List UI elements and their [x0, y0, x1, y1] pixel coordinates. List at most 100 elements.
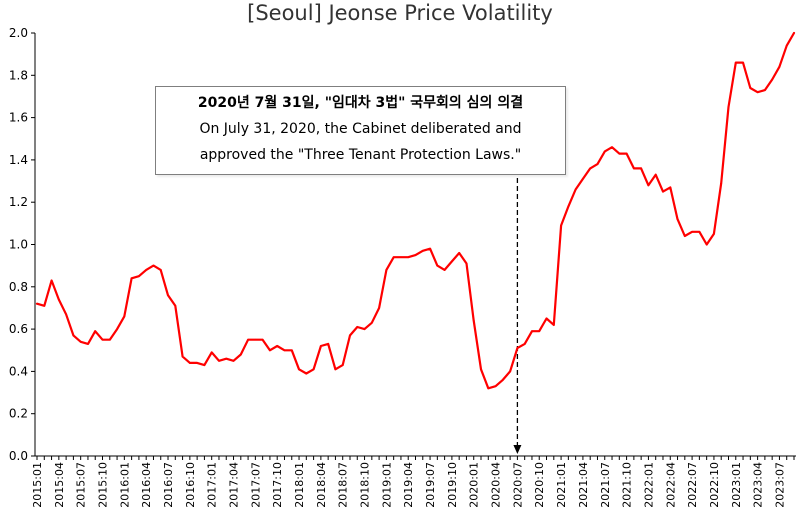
data-point [458, 252, 460, 254]
data-point [502, 379, 504, 381]
data-point [414, 254, 417, 256]
data-point [756, 91, 759, 94]
x-tick-label: 2020:07 [511, 462, 524, 508]
annotation-english-line2: approved the "Three Tenant Protection La… [199, 147, 522, 163]
data-point [261, 338, 264, 341]
data-point [334, 368, 337, 371]
data-point [341, 364, 344, 366]
data-point [378, 307, 380, 309]
x-tick-label: 2016:01 [118, 462, 131, 508]
data-point [793, 32, 795, 34]
data-point [465, 262, 468, 265]
series-line [35, 31, 796, 390]
data-point [676, 218, 679, 220]
data-point [123, 315, 126, 318]
data-point [196, 362, 198, 364]
x-tick-label: 2021:10 [621, 462, 634, 508]
data-point [574, 188, 577, 191]
data-point [145, 269, 147, 271]
y-tick-label: 1.4 [9, 153, 28, 167]
x-tick-label: 2015:01 [31, 462, 44, 508]
data-point [603, 150, 606, 153]
data-point [385, 269, 388, 271]
data-point [283, 349, 286, 352]
data-point [254, 338, 257, 341]
data-point [531, 330, 533, 333]
y-tick-label: 0.4 [9, 364, 28, 378]
x-tick-label: 2015:10 [97, 462, 110, 508]
data-point [560, 224, 562, 227]
y-tick-label: 0.6 [9, 322, 28, 336]
x-tick-label: 2021:04 [577, 462, 590, 508]
x-tick-label: 2019:10 [446, 462, 459, 508]
data-point [734, 61, 737, 64]
data-point [371, 321, 373, 324]
data-point [742, 61, 744, 64]
data-point [771, 78, 773, 81]
data-point [138, 275, 140, 278]
data-point [472, 319, 475, 322]
data-point [349, 334, 351, 337]
x-axis-ticks: 2015:01 2015:04 2015:07 2015:10 2016:01 2016:… [31, 456, 795, 508]
data-point [749, 87, 752, 89]
data-point [720, 182, 723, 184]
data-point [494, 385, 497, 388]
data-point [65, 313, 67, 316]
data-point [210, 351, 213, 354]
data-point [705, 243, 708, 246]
data-point [152, 264, 155, 267]
data-point [480, 368, 482, 371]
data-point [79, 340, 82, 343]
data-point [400, 256, 402, 258]
data-point [72, 334, 75, 337]
data-point [778, 66, 781, 68]
y-tick-label: 1.2 [9, 195, 28, 209]
x-tick-label: 2015:07 [75, 462, 88, 508]
data-point [181, 355, 184, 358]
x-tick-label: 2017:10 [271, 462, 284, 508]
data-point [290, 349, 293, 352]
data-point [698, 231, 701, 233]
data-point [159, 269, 162, 271]
x-tick-label: 2017:07 [249, 462, 262, 508]
data-point [407, 256, 410, 258]
x-tick-label: 2017:04 [228, 462, 241, 508]
y-tick-label: 0.8 [9, 280, 28, 294]
data-point [421, 250, 424, 252]
data-point [727, 106, 730, 108]
data-point [429, 247, 431, 250]
data-point [218, 360, 220, 362]
data-point [516, 347, 519, 349]
data-point [625, 152, 628, 155]
x-tick-label: 2020:01 [468, 462, 481, 508]
x-tick-label: 2018:10 [359, 462, 372, 508]
x-tick-label: 2022:04 [664, 462, 677, 508]
data-point [363, 328, 366, 330]
data-point [596, 163, 599, 165]
x-tick-label: 2016:07 [162, 462, 175, 508]
x-tick-label: 2018:04 [315, 462, 328, 508]
data-point [611, 146, 613, 149]
data-point [305, 372, 308, 375]
data-point [94, 330, 97, 333]
data-point [436, 264, 439, 267]
x-tick-label: 2018:07 [337, 462, 350, 508]
x-tick-label: 2023:01 [730, 462, 743, 508]
data-point [108, 338, 111, 341]
data-point [764, 89, 766, 91]
data-point [174, 305, 177, 307]
data-point [523, 343, 526, 345]
data-point [240, 353, 242, 356]
data-point [189, 362, 191, 364]
data-point [50, 279, 53, 282]
data-point [276, 345, 279, 347]
data-point [320, 345, 322, 347]
data-point [203, 364, 206, 366]
data-point [487, 387, 490, 390]
y-tick-label: 0.0 [9, 449, 28, 463]
x-tick-label: 2017:01 [206, 462, 219, 508]
y-tick-label: 0.2 [9, 407, 28, 421]
y-tick-label: 1.8 [9, 68, 28, 82]
y-tick-label: 1.6 [9, 111, 28, 125]
annotation-box: 2020년 7월 31일, "임대차 3법" 국무회의 심의 의결 On Jul… [155, 86, 566, 175]
